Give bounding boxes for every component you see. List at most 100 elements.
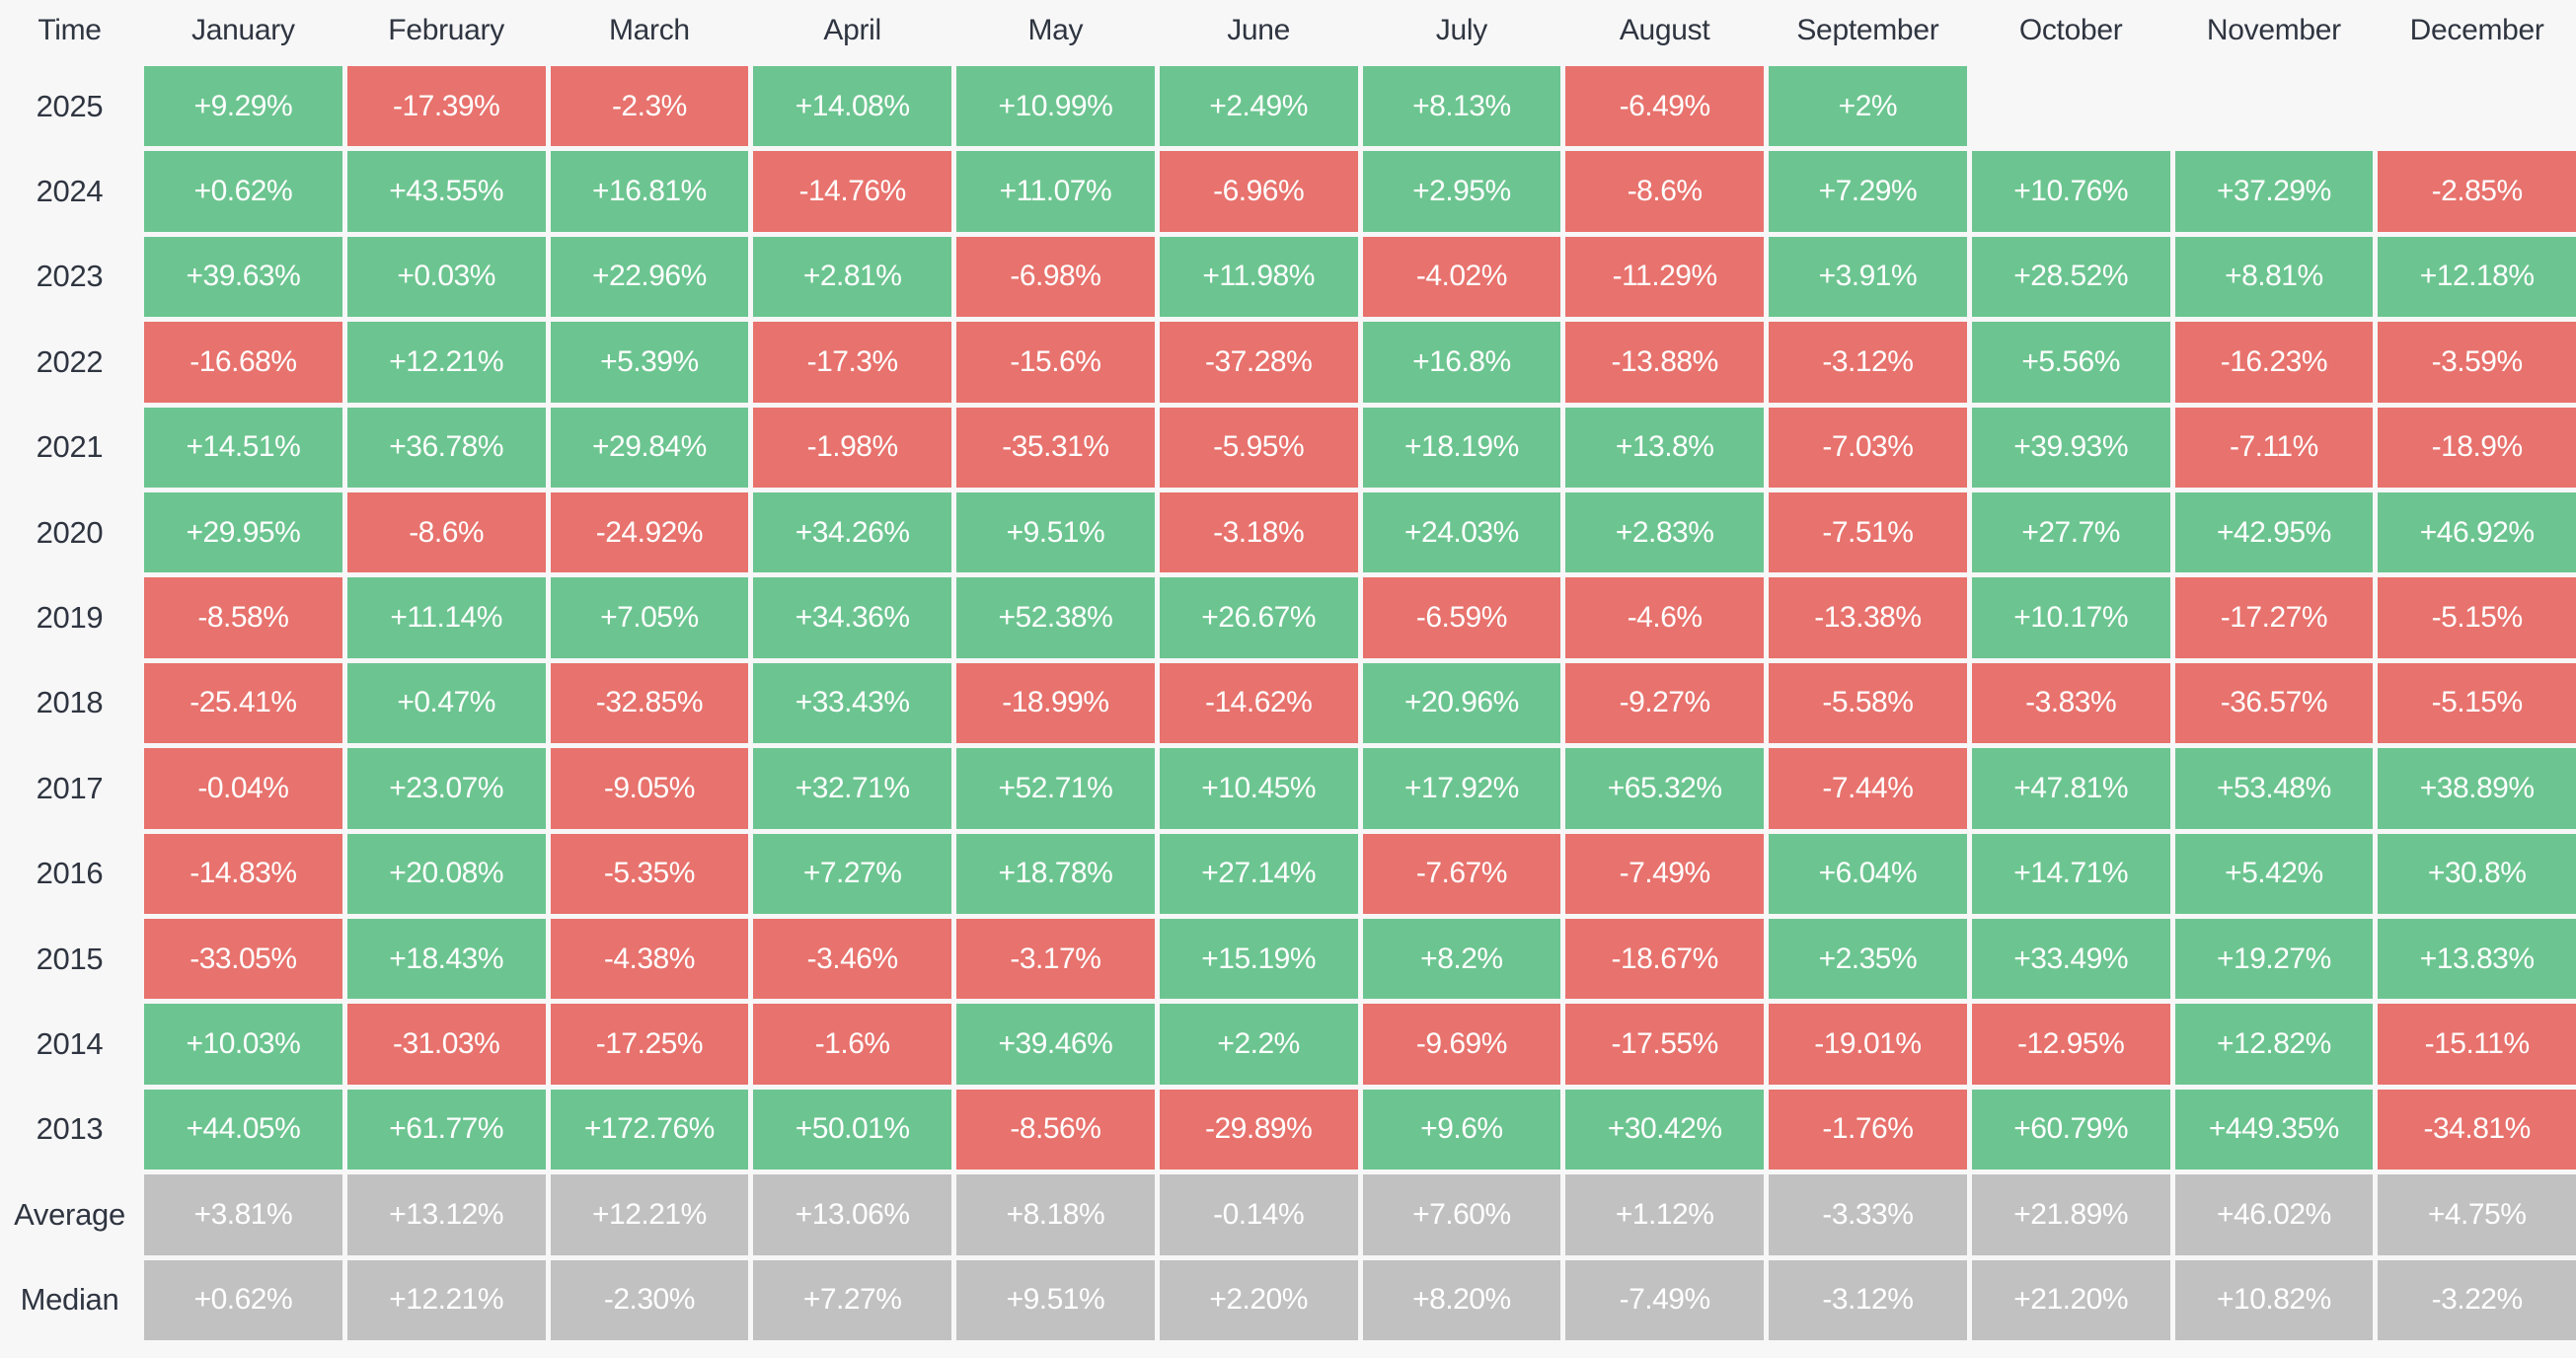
return-cell: +30.8%: [2378, 833, 2576, 914]
return-cell: -2.3%: [550, 66, 749, 147]
return-cell: +2.81%: [753, 236, 951, 318]
return-cell: +23.07%: [346, 748, 546, 829]
return-cell: +60.79%: [1971, 1089, 2170, 1170]
return-cell: -0.14%: [1159, 1174, 1358, 1255]
return-cell: +44.05%: [144, 1089, 342, 1170]
return-cell: +10.03%: [144, 1004, 342, 1085]
return-cell: -1.98%: [753, 407, 951, 488]
return-cell: +26.67%: [1159, 577, 1358, 658]
return-cell: +14.08%: [753, 66, 951, 147]
return-cell: +22.96%: [550, 236, 749, 318]
row-label: 2020: [36, 514, 104, 550]
return-cell: +46.92%: [2378, 492, 2576, 573]
return-cell: -15.6%: [956, 322, 1155, 403]
month-header: February: [388, 14, 504, 46]
return-cell: -16.68%: [144, 322, 342, 403]
return-cell: +29.84%: [550, 407, 749, 488]
return-cell: +8.20%: [1362, 1259, 1561, 1340]
return-cell: -5.15%: [2378, 662, 2576, 744]
return-cell: +9.29%: [144, 66, 342, 147]
return-cell: +2.35%: [1769, 919, 1967, 1000]
return-cell: -1.6%: [753, 1004, 951, 1085]
row-label: 2021: [36, 429, 104, 465]
return-cell: -17.25%: [550, 1004, 749, 1085]
month-header: June: [1227, 14, 1291, 46]
return-cell: +7.27%: [753, 1259, 951, 1340]
return-cell: +2.49%: [1159, 66, 1358, 147]
return-cell: -2.85%: [2378, 151, 2576, 232]
return-cell: +10.17%: [1971, 577, 2170, 658]
return-cell: -8.6%: [1565, 151, 1764, 232]
return-cell: -7.49%: [1565, 1259, 1764, 1340]
month-header: March: [608, 14, 690, 46]
return-cell: +0.03%: [346, 236, 546, 318]
return-cell: +5.56%: [1971, 322, 2170, 403]
return-cell: +2%: [1769, 66, 1967, 147]
month-header: November: [2206, 14, 2341, 46]
return-cell: +29.95%: [144, 492, 342, 573]
return-cell: +5.42%: [2174, 833, 2374, 914]
row-label: 2013: [36, 1111, 104, 1147]
return-cell: +5.39%: [550, 322, 749, 403]
empty-cell: [1972, 66, 2170, 146]
return-cell: -9.27%: [1565, 662, 1764, 744]
return-cell: -5.35%: [550, 833, 749, 914]
return-cell: +0.47%: [346, 662, 546, 744]
return-cell: -36.57%: [2174, 662, 2374, 744]
return-cell: +14.71%: [1971, 833, 2170, 914]
row-label: 2015: [36, 941, 104, 976]
return-cell: +8.13%: [1362, 66, 1561, 147]
return-cell: +38.89%: [2378, 748, 2576, 829]
return-cell: -14.62%: [1159, 662, 1358, 744]
return-cell: -13.88%: [1565, 322, 1764, 403]
return-cell: +33.49%: [1971, 919, 2170, 1000]
return-cell: +1.12%: [1565, 1174, 1764, 1255]
return-cell: +18.19%: [1362, 407, 1561, 488]
return-cell: +65.32%: [1565, 748, 1764, 829]
return-cell: +36.78%: [346, 407, 546, 488]
month-header: July: [1435, 14, 1487, 46]
return-cell: +42.95%: [2174, 492, 2374, 573]
return-cell: +34.26%: [753, 492, 951, 573]
row-label: Median: [20, 1282, 119, 1318]
row-label: 2014: [36, 1026, 104, 1062]
return-cell: +8.2%: [1362, 919, 1561, 1000]
time-column-header: Time: [38, 14, 102, 46]
return-cell: +52.71%: [956, 748, 1155, 829]
return-cell: -8.58%: [144, 577, 342, 658]
return-cell: +16.81%: [550, 151, 749, 232]
return-cell: +3.81%: [144, 1174, 342, 1255]
return-cell: -32.85%: [550, 662, 749, 744]
return-cell: +17.92%: [1362, 748, 1561, 829]
return-cell: -5.58%: [1769, 662, 1967, 744]
return-cell: -29.89%: [1159, 1089, 1358, 1170]
return-cell: +37.29%: [2174, 151, 2374, 232]
return-cell: +9.51%: [956, 492, 1155, 573]
return-cell: -3.17%: [956, 919, 1155, 1000]
month-header: August: [1619, 14, 1710, 46]
month-header: May: [1027, 14, 1084, 46]
empty-cell: [2378, 66, 2576, 146]
return-cell: -2.30%: [550, 1259, 749, 1340]
row-label: 2023: [36, 259, 104, 294]
row-label: 2018: [36, 685, 104, 720]
return-cell: +47.81%: [1971, 748, 2170, 829]
return-cell: -37.28%: [1159, 322, 1358, 403]
return-cell: +20.96%: [1362, 662, 1561, 744]
return-cell: -7.49%: [1565, 833, 1764, 914]
return-cell: -17.55%: [1565, 1004, 1764, 1085]
return-cell: -5.95%: [1159, 407, 1358, 488]
return-cell: -3.12%: [1769, 322, 1967, 403]
month-header: October: [2018, 14, 2123, 46]
row-label: 2016: [36, 856, 104, 891]
return-cell: -7.44%: [1769, 748, 1967, 829]
row-label: 2024: [36, 174, 104, 209]
return-cell: +0.62%: [144, 1259, 342, 1340]
return-cell: +14.51%: [144, 407, 342, 488]
return-cell: -3.33%: [1769, 1174, 1967, 1255]
return-cell: -14.83%: [144, 833, 342, 914]
row-label: 2025: [36, 88, 104, 123]
return-cell: +16.8%: [1362, 322, 1561, 403]
return-cell: +7.29%: [1769, 151, 1967, 232]
return-cell: -6.96%: [1159, 151, 1358, 232]
